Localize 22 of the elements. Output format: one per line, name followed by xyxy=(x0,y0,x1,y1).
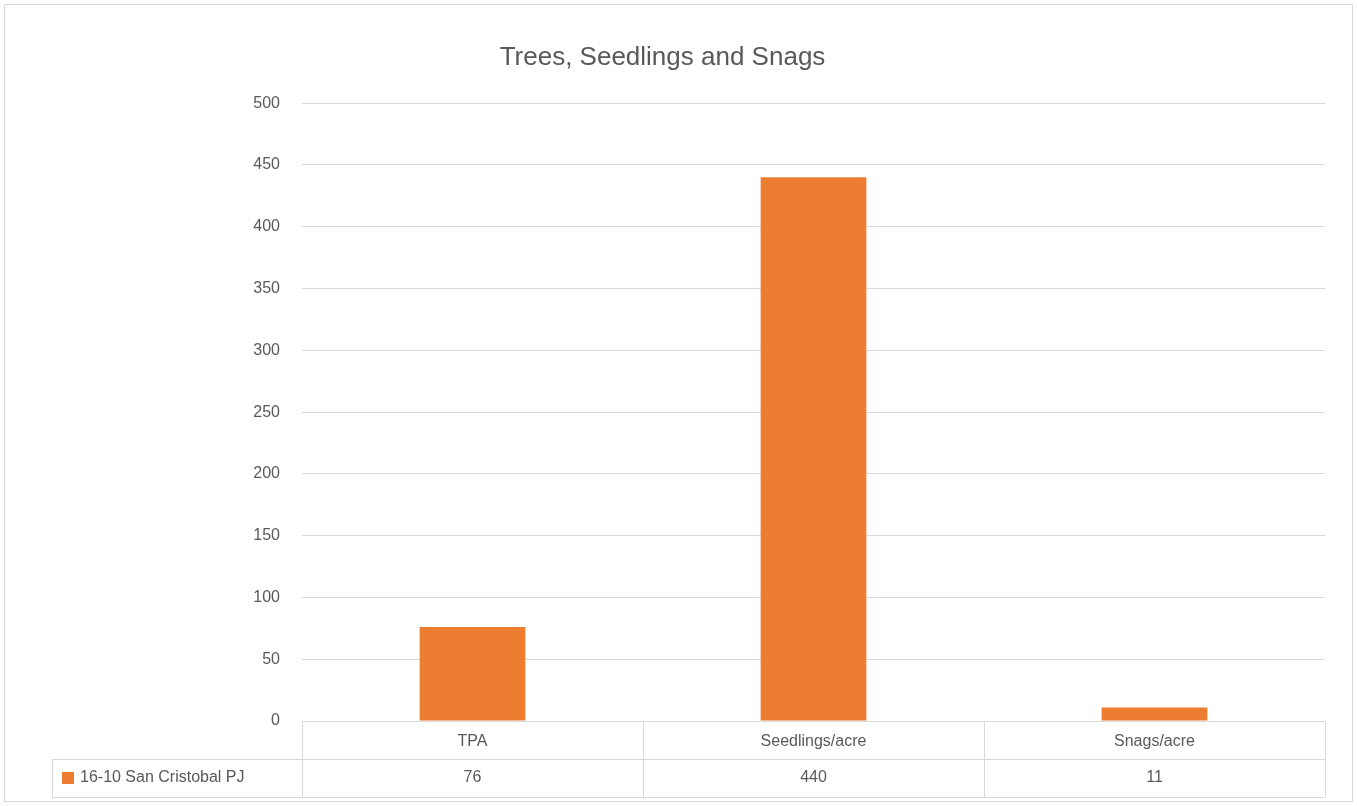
y-tick-label: 150 xyxy=(253,526,281,544)
y-tick-label: 0 xyxy=(271,711,281,729)
y-tick-label: 250 xyxy=(253,402,281,420)
y-tick-label: 350 xyxy=(253,278,281,296)
bar xyxy=(1101,707,1208,721)
legend-label: 16-10 San Cristobal PJ xyxy=(80,768,245,786)
x-tick-label: Snags/acre xyxy=(1114,732,1196,750)
bar xyxy=(760,177,867,721)
y-tick-label: 100 xyxy=(253,587,281,605)
y-tick-label: 300 xyxy=(253,340,281,358)
y-tick-label: 500 xyxy=(253,93,281,111)
x-tick-label: TPA xyxy=(457,732,488,750)
data-label: 440 xyxy=(800,768,827,786)
data-label: 76 xyxy=(463,768,482,786)
data-label: 11 xyxy=(1146,768,1163,786)
y-tick-label: 200 xyxy=(253,464,281,482)
y-tick-label: 50 xyxy=(262,649,281,667)
bar xyxy=(419,627,526,721)
x-tick-label: Seedlings/acre xyxy=(760,732,867,750)
y-tick-label: 400 xyxy=(253,217,281,235)
y-tick-label: 450 xyxy=(253,155,281,173)
chart-title: Trees, Seedlings and Snags xyxy=(499,40,826,71)
